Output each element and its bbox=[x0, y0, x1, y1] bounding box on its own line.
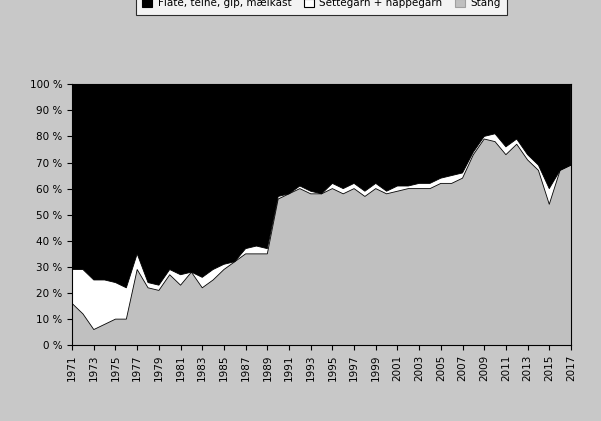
Legend: Flåte, teine, gip, mælkast, Settegarn + nappegarn, Stang: Flåte, teine, gip, mælkast, Settegarn + … bbox=[136, 0, 507, 15]
